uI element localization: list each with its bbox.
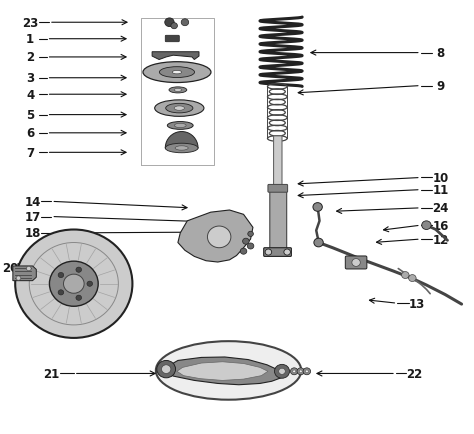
FancyBboxPatch shape (270, 188, 287, 253)
Text: 10: 10 (432, 171, 448, 184)
Text: 3: 3 (26, 72, 34, 85)
Text: 19: 19 (16, 262, 32, 275)
Ellipse shape (156, 342, 301, 400)
Circle shape (162, 365, 171, 374)
Ellipse shape (174, 89, 182, 92)
Text: 5: 5 (26, 109, 34, 122)
Circle shape (76, 296, 82, 301)
Circle shape (248, 232, 254, 237)
Text: 4: 4 (26, 89, 34, 102)
Circle shape (313, 203, 322, 212)
Text: 7: 7 (26, 147, 34, 159)
Polygon shape (177, 362, 268, 381)
Circle shape (247, 243, 254, 250)
Circle shape (208, 227, 231, 248)
Ellipse shape (175, 147, 188, 151)
Circle shape (240, 249, 247, 255)
Circle shape (284, 250, 291, 256)
Circle shape (352, 259, 360, 267)
Text: 17: 17 (25, 210, 41, 224)
Text: 6: 6 (26, 127, 34, 140)
Circle shape (401, 272, 409, 279)
FancyBboxPatch shape (268, 185, 288, 193)
Text: 21: 21 (43, 367, 59, 380)
Text: 14: 14 (24, 195, 41, 208)
Circle shape (64, 275, 84, 293)
Circle shape (58, 290, 64, 295)
Text: 11: 11 (432, 184, 448, 197)
Polygon shape (178, 210, 253, 263)
Text: 2: 2 (26, 51, 34, 64)
Circle shape (171, 23, 177, 30)
Ellipse shape (155, 101, 204, 117)
Circle shape (76, 267, 82, 273)
Text: 16: 16 (432, 219, 449, 232)
Polygon shape (13, 266, 36, 281)
Text: 18: 18 (24, 227, 41, 240)
Circle shape (87, 282, 92, 286)
Circle shape (291, 368, 298, 375)
Text: 22: 22 (407, 367, 423, 380)
Circle shape (293, 370, 296, 373)
FancyBboxPatch shape (264, 248, 292, 257)
Ellipse shape (172, 71, 182, 75)
Circle shape (297, 368, 304, 375)
FancyBboxPatch shape (165, 36, 179, 43)
Circle shape (265, 250, 272, 256)
Text: 1: 1 (26, 33, 34, 46)
Circle shape (314, 239, 323, 247)
Text: 20: 20 (2, 262, 18, 275)
Circle shape (422, 221, 431, 230)
Polygon shape (165, 132, 198, 149)
Circle shape (279, 368, 285, 375)
Circle shape (305, 370, 308, 373)
Ellipse shape (169, 88, 187, 94)
Circle shape (300, 370, 302, 373)
Ellipse shape (165, 144, 198, 153)
Ellipse shape (166, 104, 193, 114)
Polygon shape (152, 53, 199, 60)
Ellipse shape (174, 124, 186, 128)
Circle shape (181, 20, 189, 26)
Circle shape (58, 273, 64, 278)
Text: 13: 13 (409, 297, 425, 310)
Text: 9: 9 (437, 80, 445, 93)
FancyBboxPatch shape (345, 256, 367, 270)
Ellipse shape (167, 122, 193, 130)
Ellipse shape (159, 68, 194, 79)
Circle shape (49, 262, 98, 306)
Circle shape (303, 368, 310, 375)
Circle shape (157, 361, 175, 378)
Circle shape (27, 267, 31, 271)
Ellipse shape (174, 107, 184, 111)
Circle shape (16, 276, 21, 281)
Ellipse shape (143, 62, 211, 83)
Text: 23: 23 (22, 16, 38, 30)
Circle shape (15, 230, 132, 338)
Circle shape (243, 239, 249, 245)
Text: 12: 12 (432, 233, 448, 246)
FancyBboxPatch shape (273, 137, 282, 191)
Circle shape (165, 19, 174, 27)
Text: 24: 24 (432, 202, 449, 215)
Circle shape (274, 365, 290, 378)
Polygon shape (163, 357, 286, 385)
Text: 8: 8 (437, 47, 445, 60)
Circle shape (409, 275, 416, 282)
